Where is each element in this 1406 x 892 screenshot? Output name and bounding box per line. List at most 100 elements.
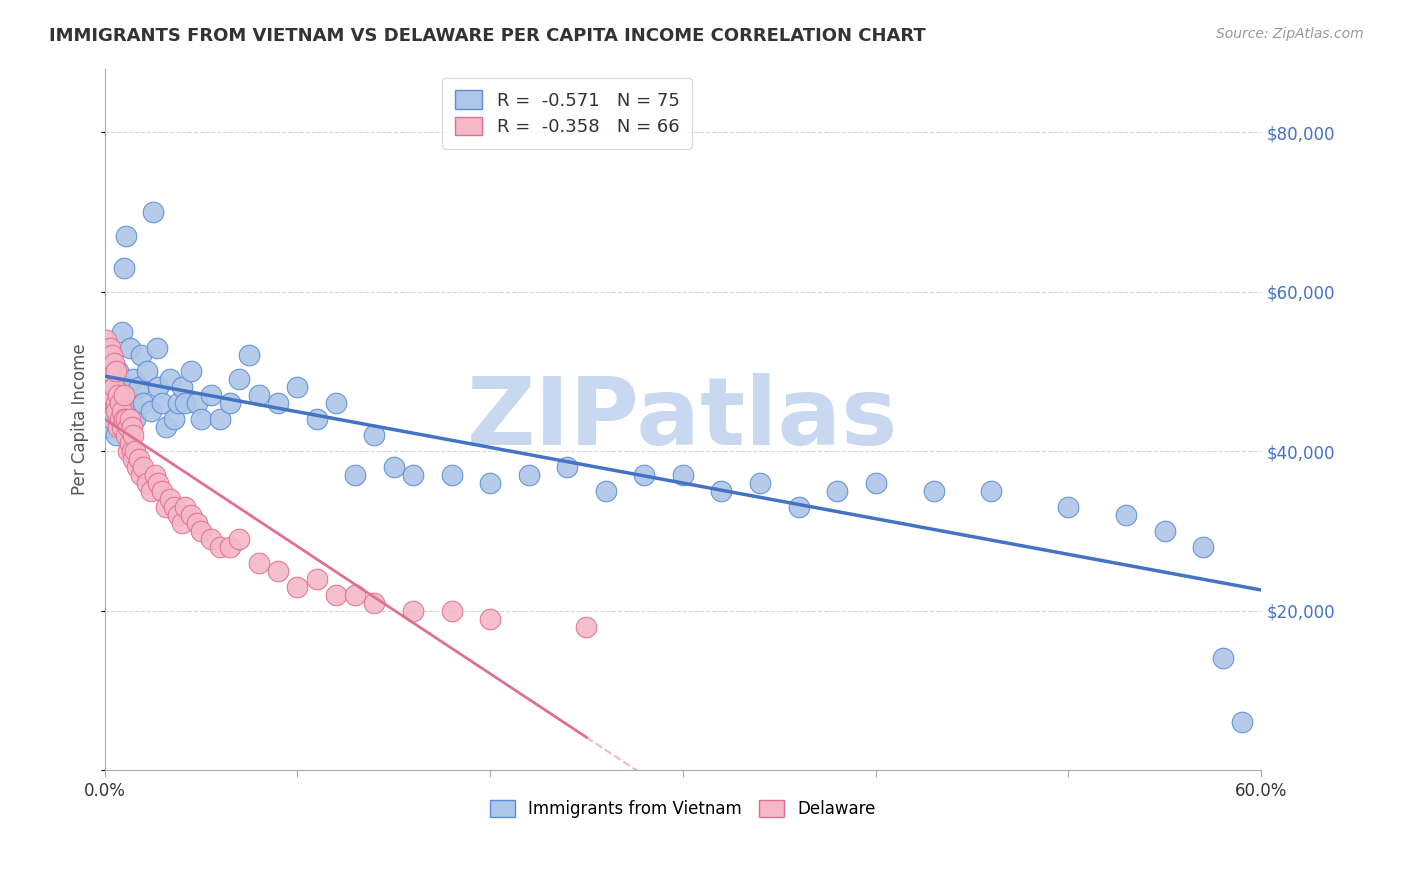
Point: [136, 476, 159, 491]
Point: [101, 349, 124, 363]
Point: [238, 349, 260, 363]
Point: [163, 500, 186, 514]
Point: [174, 396, 197, 410]
Point: [159, 491, 181, 506]
Point: [148, 476, 170, 491]
Point: [124, 444, 146, 458]
Point: [136, 364, 159, 378]
Point: [98, 420, 121, 434]
Point: [122, 428, 145, 442]
Point: [143, 468, 166, 483]
Point: [96, 349, 118, 363]
Point: [117, 380, 139, 394]
Point: [228, 372, 250, 386]
Point: [363, 596, 385, 610]
Point: [180, 508, 202, 522]
Point: [129, 349, 152, 363]
Point: [96, 333, 118, 347]
Point: [285, 380, 308, 394]
Point: [128, 452, 150, 467]
Point: [112, 388, 135, 402]
Point: [325, 588, 347, 602]
Point: [98, 364, 121, 378]
Point: [121, 420, 143, 434]
Point: [305, 572, 328, 586]
Point: [555, 460, 578, 475]
Point: [200, 532, 222, 546]
Point: [108, 380, 131, 394]
Point: [148, 380, 170, 394]
Point: [285, 580, 308, 594]
Point: [101, 356, 124, 370]
Point: [105, 404, 128, 418]
Text: IMMIGRANTS FROM VIETNAM VS DELAWARE PER CAPITA INCOME CORRELATION CHART: IMMIGRANTS FROM VIETNAM VS DELAWARE PER …: [49, 27, 927, 45]
Point: [107, 364, 129, 378]
Point: [402, 468, 425, 483]
Point: [787, 500, 810, 514]
Point: [166, 396, 188, 410]
Point: [129, 468, 152, 483]
Point: [105, 364, 128, 378]
Point: [98, 388, 121, 402]
Point: [922, 483, 945, 498]
Point: [479, 611, 502, 625]
Point: [97, 388, 120, 402]
Point: [672, 468, 695, 483]
Point: [150, 483, 173, 498]
Point: [142, 205, 165, 219]
Point: [139, 483, 162, 498]
Point: [575, 619, 598, 633]
Point: [145, 341, 167, 355]
Point: [111, 404, 134, 418]
Point: [105, 396, 128, 410]
Point: [132, 396, 155, 410]
Point: [108, 412, 131, 426]
Point: [344, 588, 367, 602]
Text: Source: ZipAtlas.com: Source: ZipAtlas.com: [1216, 27, 1364, 41]
Point: [440, 468, 463, 483]
Point: [97, 364, 120, 378]
Point: [209, 412, 232, 426]
Point: [305, 412, 328, 426]
Point: [247, 388, 270, 402]
Point: [127, 460, 149, 475]
Point: [440, 603, 463, 617]
Point: [363, 428, 385, 442]
Point: [114, 428, 136, 442]
Point: [980, 483, 1002, 498]
Point: [325, 396, 347, 410]
Point: [595, 483, 617, 498]
Point: [121, 444, 143, 458]
Point: [633, 468, 655, 483]
Point: [1212, 651, 1234, 665]
Text: ZIPatlas: ZIPatlas: [467, 373, 898, 466]
Point: [163, 412, 186, 426]
Point: [101, 412, 124, 426]
Point: [118, 412, 141, 426]
Point: [218, 396, 240, 410]
Point: [122, 372, 145, 386]
Point: [96, 396, 118, 410]
Point: [159, 372, 181, 386]
Point: [170, 516, 193, 530]
Point: [382, 460, 405, 475]
Point: [267, 564, 290, 578]
Point: [166, 508, 188, 522]
Point: [118, 436, 141, 450]
Point: [170, 380, 193, 394]
Point: [247, 556, 270, 570]
Point: [107, 420, 129, 434]
Point: [190, 524, 212, 538]
Point: [97, 364, 120, 378]
Point: [101, 388, 124, 402]
Point: [218, 540, 240, 554]
Point: [267, 396, 290, 410]
Point: [186, 516, 208, 530]
Point: [103, 372, 125, 386]
Y-axis label: Per Capita Income: Per Capita Income: [72, 343, 89, 495]
Point: [517, 468, 540, 483]
Point: [97, 380, 120, 394]
Point: [200, 388, 222, 402]
Point: [209, 540, 232, 554]
Point: [124, 412, 146, 426]
